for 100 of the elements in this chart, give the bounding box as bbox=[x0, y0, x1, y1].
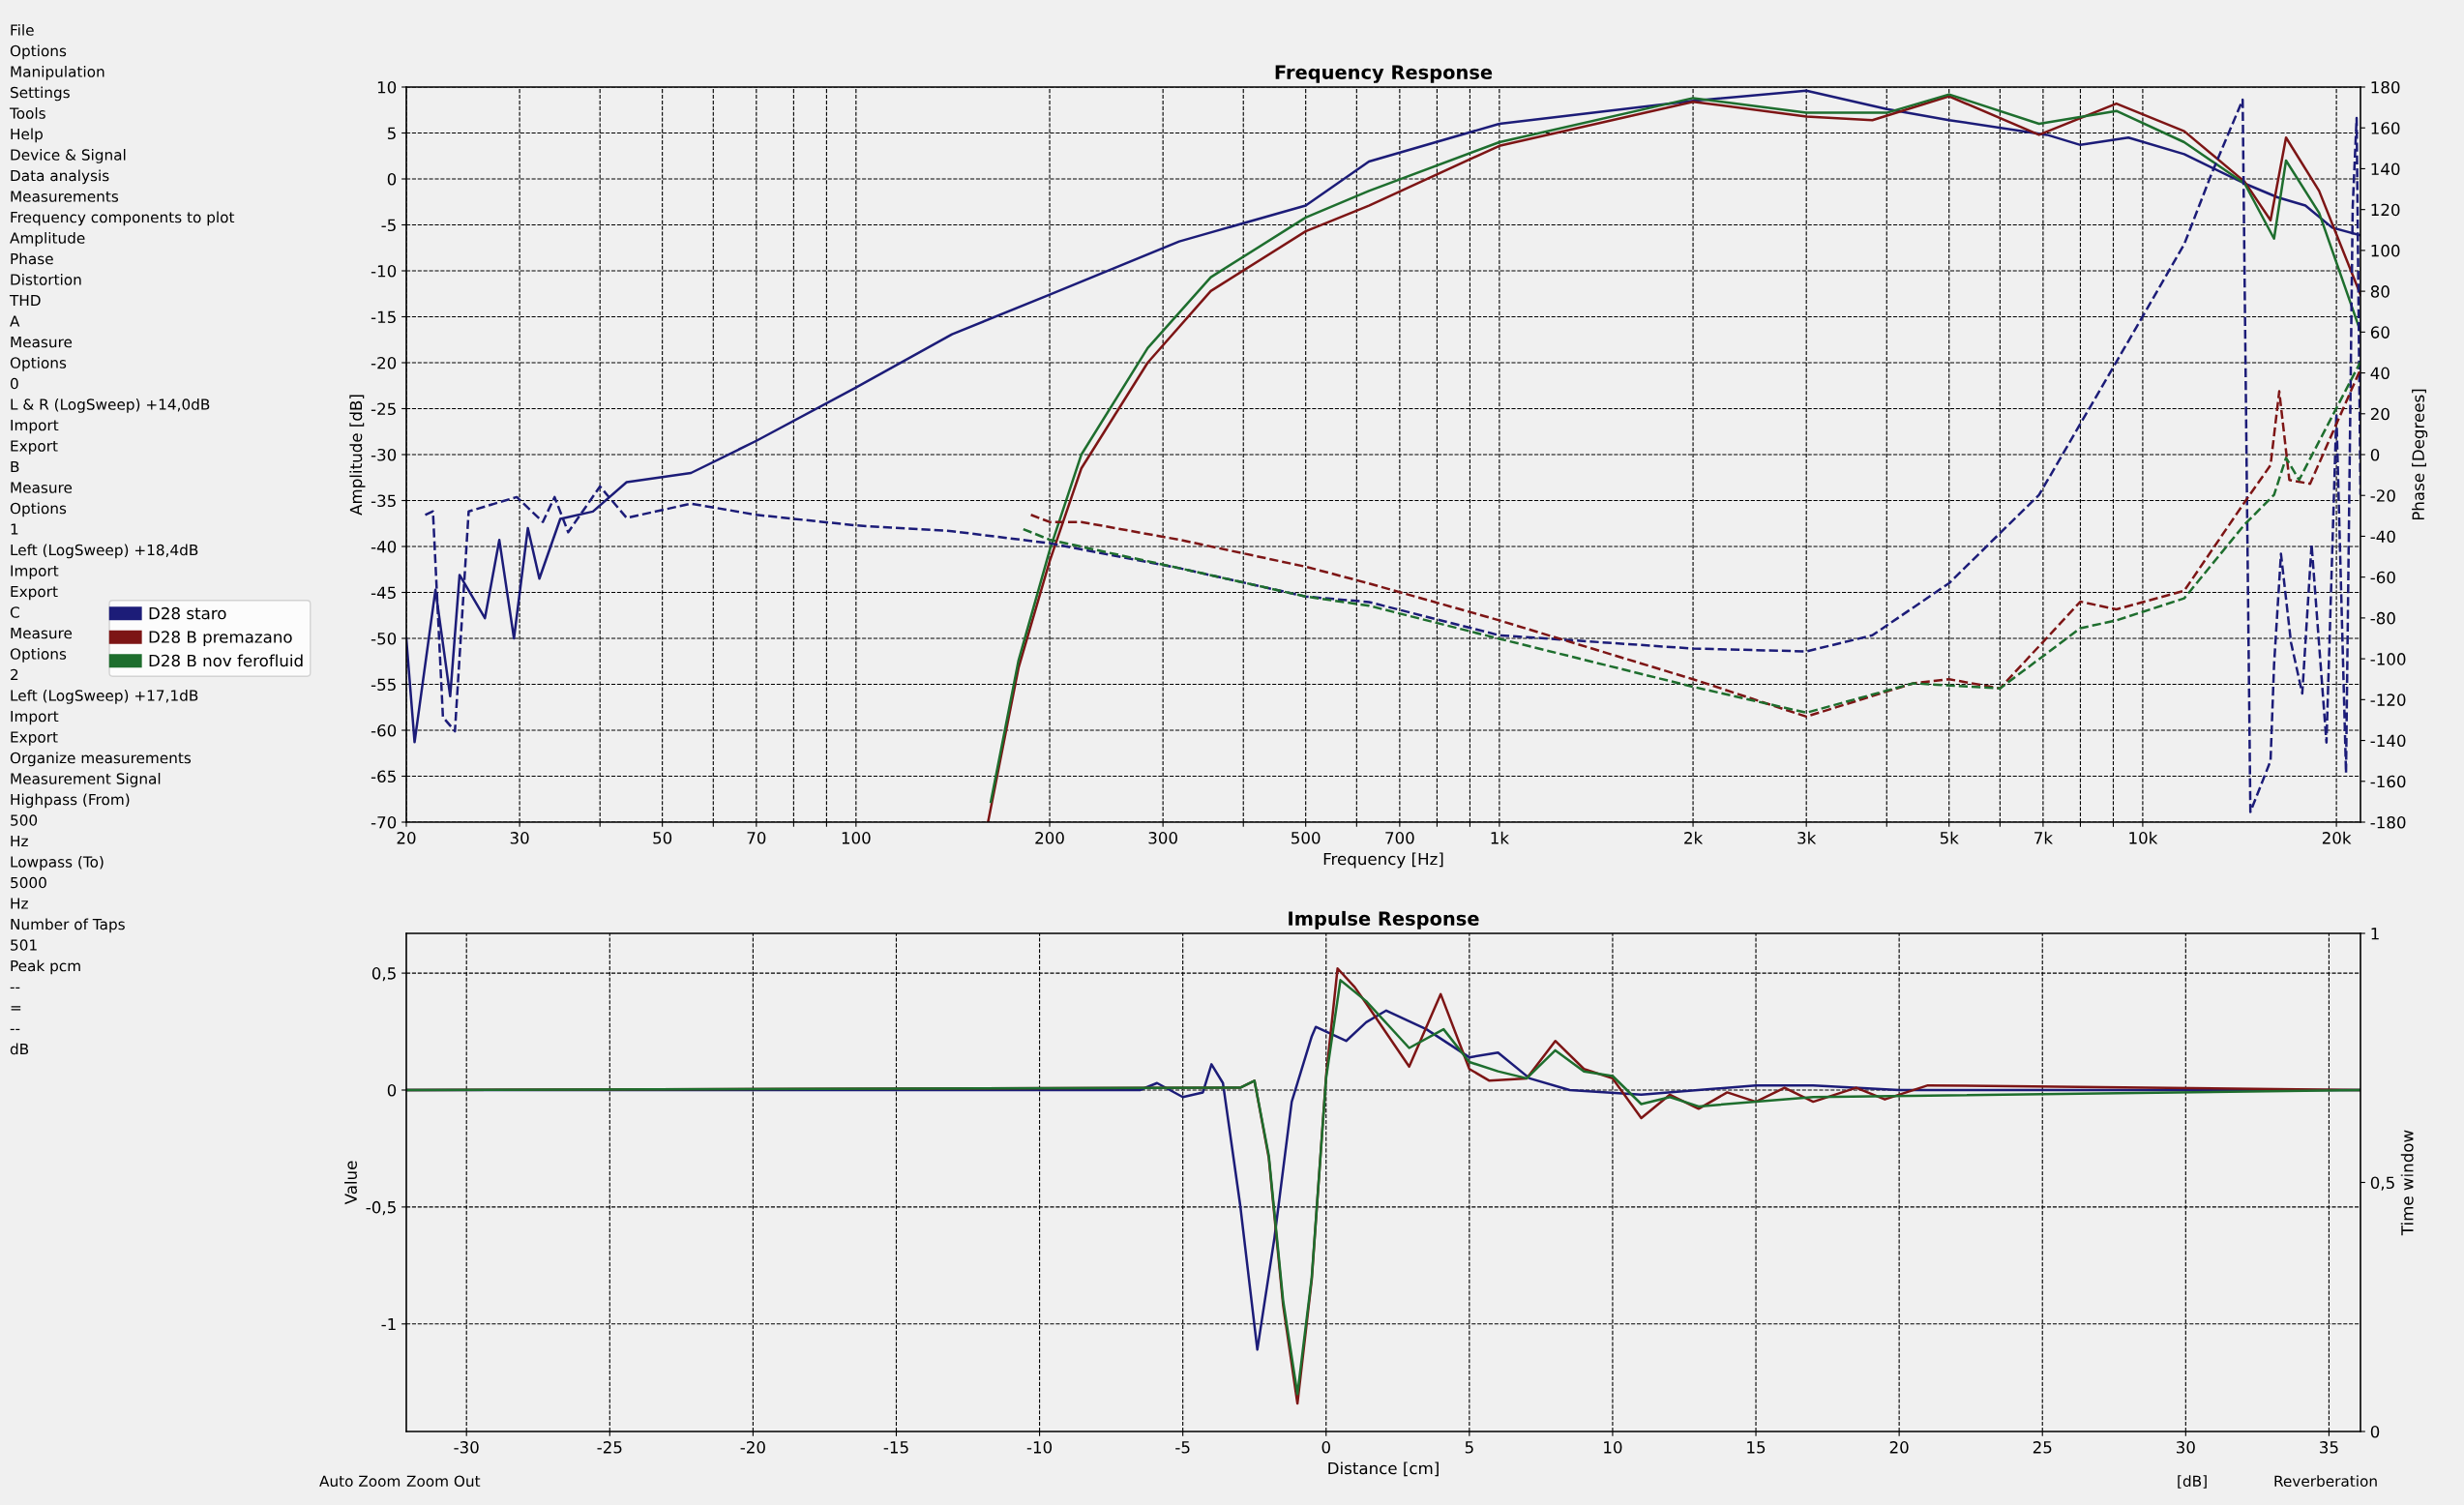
text: 500 bbox=[11, 814, 38, 826]
y-tick-label: 10 bbox=[377, 80, 397, 94]
text: Import bbox=[11, 710, 59, 725]
y-tick-label: 0,5 bbox=[371, 967, 396, 982]
y2-tick-label: 140 bbox=[2371, 162, 2400, 176]
y-tick-label: 0 bbox=[387, 1083, 397, 1097]
x-tick-label: 30 bbox=[510, 832, 529, 844]
text: Help bbox=[11, 128, 43, 143]
x-tick-label: 2k bbox=[1684, 831, 1704, 844]
x-tick-label: 5 bbox=[1465, 1441, 1473, 1454]
x-tick-label: 15 bbox=[1747, 1441, 1766, 1454]
y2-tick-label: 1 bbox=[2371, 928, 2379, 940]
text: C bbox=[10, 606, 19, 618]
text: Zoom Out bbox=[406, 1475, 481, 1488]
text: Measurement Signal bbox=[11, 773, 161, 787]
y2-tick-label: -120 bbox=[2370, 693, 2406, 706]
text: = bbox=[11, 1006, 21, 1011]
text: Options bbox=[10, 502, 67, 517]
y-tick-label: -40 bbox=[371, 540, 397, 553]
y-tick-label: -15 bbox=[371, 310, 396, 324]
text: -- bbox=[10, 987, 20, 989]
chart-title: Frequency Response bbox=[1275, 65, 1493, 83]
y-axis-title: Value bbox=[344, 1161, 357, 1205]
text: Measurements bbox=[11, 191, 119, 202]
y-tick-label: -0,5 bbox=[366, 1200, 396, 1216]
x-tick-label: 500 bbox=[1291, 832, 1321, 844]
text: Organize measurements bbox=[10, 752, 192, 767]
x-tick-label: -25 bbox=[597, 1441, 622, 1454]
text: Hz bbox=[11, 835, 28, 847]
x-tick-label: 25 bbox=[2033, 1441, 2052, 1454]
legend-label: D28 B nov ferofluid bbox=[149, 654, 303, 667]
x-tick-label: 5k bbox=[1940, 831, 1959, 844]
x-tick-label: 3k bbox=[1797, 831, 1817, 844]
y-tick-label: -55 bbox=[371, 678, 396, 692]
x-axis-title: Distance [cm] bbox=[1328, 1461, 1439, 1477]
text: Tools bbox=[9, 107, 45, 119]
y2-axis-title: Time window bbox=[2400, 1130, 2414, 1236]
y-tick-label: -20 bbox=[371, 356, 397, 369]
y2-tick-label: 100 bbox=[2371, 244, 2400, 257]
text: B bbox=[11, 460, 19, 473]
text: Options bbox=[10, 357, 67, 371]
text: Export bbox=[11, 585, 58, 601]
x-tick-label: -10 bbox=[1026, 1441, 1053, 1454]
text: L & R (LogSweep) +14,0dB bbox=[11, 398, 210, 413]
text: Distortion bbox=[11, 274, 81, 285]
y2-tick-label: -140 bbox=[2370, 734, 2406, 748]
text: Options bbox=[10, 648, 67, 663]
x-tick-label: -30 bbox=[454, 1441, 479, 1454]
text: Measure bbox=[11, 627, 73, 639]
x-tick-label: 10k bbox=[2129, 831, 2158, 844]
text: Measure bbox=[11, 336, 73, 348]
y-tick-label: -70 bbox=[371, 815, 397, 829]
x-tick-label: 700 bbox=[1385, 832, 1414, 844]
text: Reverberation bbox=[2274, 1475, 2377, 1488]
text: Import bbox=[11, 419, 59, 434]
y-tick-label: -45 bbox=[371, 586, 396, 600]
text: Measure bbox=[11, 482, 73, 493]
x-tick-label: 20 bbox=[397, 832, 416, 844]
y2-tick-label: -80 bbox=[2370, 611, 2395, 625]
y2-tick-label: 0 bbox=[2370, 1425, 2380, 1438]
y-tick-label: -50 bbox=[371, 632, 397, 645]
y2-tick-label: -60 bbox=[2370, 571, 2395, 584]
text: dB bbox=[10, 1043, 29, 1055]
text: -- bbox=[10, 1028, 20, 1031]
text: Frequency components to plot bbox=[11, 211, 235, 226]
y2-tick-label: -160 bbox=[2370, 775, 2406, 788]
legend-label: D28 staro bbox=[149, 606, 226, 620]
y2-tick-label: 180 bbox=[2371, 80, 2400, 94]
y-axis-title: Amplitude [dB] bbox=[349, 395, 366, 516]
x-tick-label: 70 bbox=[747, 832, 766, 844]
y-tick-label: 5 bbox=[387, 127, 396, 140]
text: Highpass (From) bbox=[11, 793, 130, 809]
y-tick-label: -1 bbox=[381, 1317, 396, 1331]
text: Number of Taps bbox=[11, 918, 125, 933]
text: 501 bbox=[11, 939, 37, 951]
y2-tick-label: 60 bbox=[2370, 326, 2390, 339]
text: Peak pcm bbox=[11, 959, 80, 975]
y-tick-label: -10 bbox=[371, 264, 397, 278]
y2-tick-label: 0,5 bbox=[2370, 1176, 2394, 1191]
y2-tick-label: 80 bbox=[2370, 285, 2390, 298]
y2-axis-title: Phase [Degrees] bbox=[2412, 389, 2428, 520]
x-tick-label: 100 bbox=[842, 832, 871, 844]
y-tick-label: -65 bbox=[371, 770, 396, 783]
x-tick-label: 20k bbox=[2322, 831, 2352, 844]
y2-tick-label: -40 bbox=[2370, 530, 2395, 544]
text: Device & Signal bbox=[11, 149, 126, 163]
y-tick-label: -5 bbox=[381, 219, 396, 232]
text: File bbox=[11, 24, 34, 36]
text: Settings bbox=[11, 86, 70, 102]
x-tick-label: 30 bbox=[2176, 1441, 2195, 1454]
x-tick-label: -20 bbox=[740, 1441, 765, 1454]
x-axis-title: Frequency [Hz] bbox=[1323, 852, 1443, 869]
text: Amplitude bbox=[10, 232, 85, 247]
text: Options bbox=[10, 44, 67, 60]
x-tick-label: 50 bbox=[653, 832, 672, 844]
y2-tick-label: -180 bbox=[2370, 815, 2406, 829]
text: Data analysis bbox=[11, 169, 109, 185]
x-tick-label: 7k bbox=[2034, 831, 2053, 844]
x-tick-label: 10 bbox=[1604, 1441, 1622, 1454]
y2-tick-label: 160 bbox=[2371, 122, 2400, 134]
